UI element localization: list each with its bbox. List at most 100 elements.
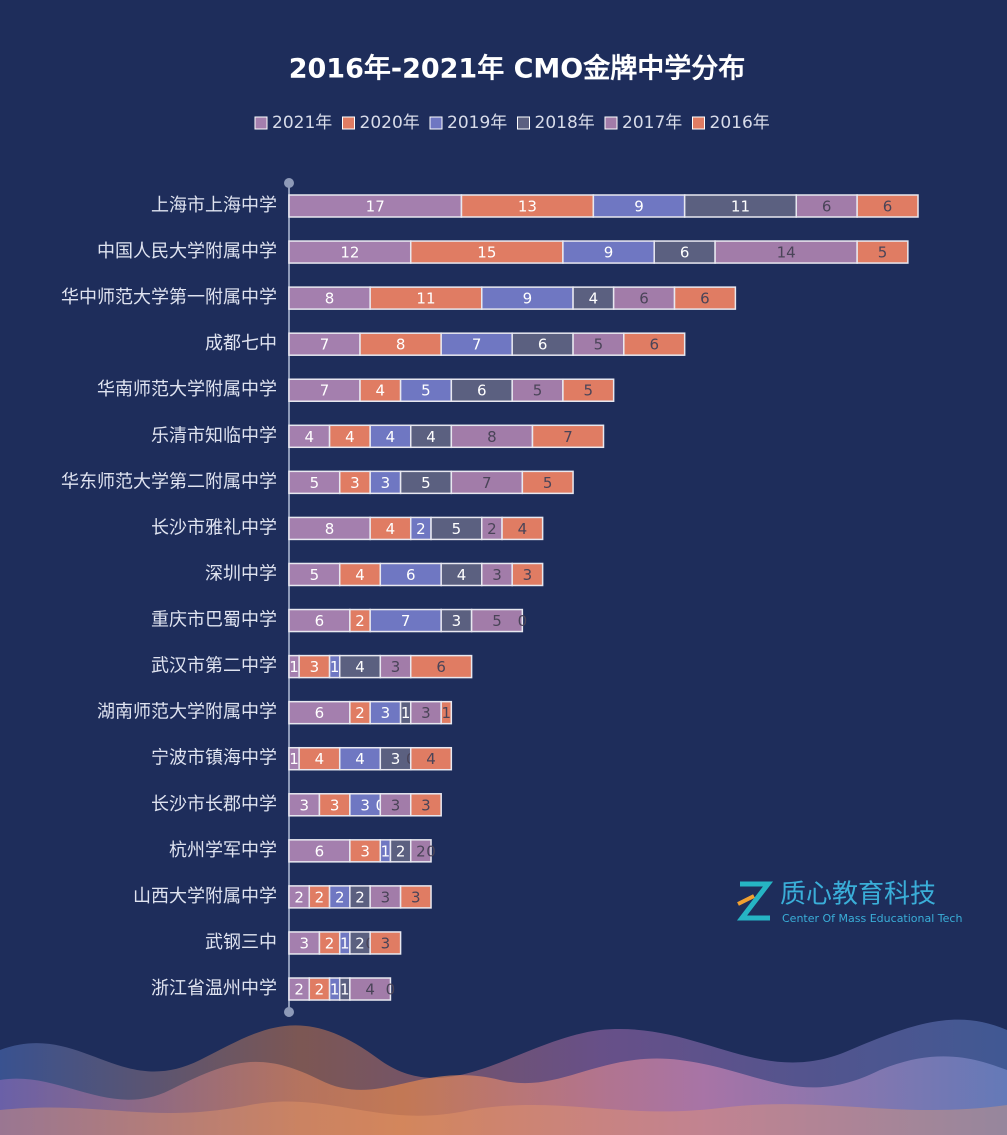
- data-label: 4: [426, 750, 436, 768]
- axis-dot: [284, 178, 294, 188]
- data-label: 8: [396, 336, 406, 354]
- y-tick-label: 山西大学附属中学: [133, 886, 277, 907]
- data-label: 4: [376, 382, 386, 400]
- data-label: 1: [289, 658, 299, 676]
- bar-segment: [409, 746, 453, 771]
- data-label: 5: [543, 474, 553, 492]
- data-label: 1: [330, 658, 340, 676]
- data-label: 9: [634, 198, 644, 216]
- data-label: 2: [315, 981, 325, 999]
- data-label: 6: [436, 658, 446, 676]
- bar-segment: [501, 516, 544, 541]
- data-label: 3: [523, 566, 533, 584]
- data-label: 4: [386, 520, 396, 538]
- data-label: 4: [426, 428, 436, 446]
- axis-dot: [284, 1007, 294, 1017]
- bar-segment: [409, 654, 473, 679]
- data-label: 9: [604, 244, 614, 262]
- bar-segment: [511, 562, 544, 587]
- data-label: 1: [289, 750, 299, 768]
- data-label: 4: [355, 566, 365, 584]
- data-label: 0: [518, 612, 528, 630]
- data-label: 3: [391, 796, 401, 814]
- data-label: 3: [452, 612, 462, 630]
- data-label: 3: [381, 888, 391, 906]
- legend-swatch: [254, 116, 268, 130]
- bar-segment: [856, 194, 919, 218]
- data-label: 2: [355, 704, 365, 722]
- bar-segment: [409, 839, 432, 863]
- data-label: 3: [492, 566, 502, 584]
- data-label: 12: [340, 244, 359, 262]
- data-label: 6: [680, 244, 690, 262]
- data-label: 11: [416, 290, 435, 308]
- data-label: 13: [518, 198, 537, 216]
- data-label: 8: [487, 428, 497, 446]
- data-label: 1: [441, 704, 451, 722]
- bar-segment: [470, 608, 524, 633]
- legend-swatch: [429, 116, 443, 130]
- legend-label: 2019年: [447, 113, 507, 133]
- y-tick-label: 华东师范大学第二附属中学: [61, 471, 277, 492]
- data-label: 7: [320, 336, 330, 354]
- y-tick-label: 深圳中学: [205, 563, 277, 584]
- data-label: 4: [457, 566, 467, 584]
- wave: [0, 1056, 1007, 1135]
- bar-segment: [349, 977, 392, 1001]
- y-tick-label: 浙江省温州中学: [151, 978, 277, 999]
- data-label: 2: [355, 888, 365, 906]
- data-label: 5: [492, 612, 502, 630]
- data-label: 11: [731, 198, 750, 216]
- data-label: 4: [365, 981, 375, 999]
- data-label: 2: [315, 888, 325, 906]
- data-label: 3: [381, 934, 391, 952]
- data-label: 7: [472, 336, 482, 354]
- data-label: 3: [299, 934, 309, 952]
- data-label: 2: [396, 842, 406, 860]
- data-label: 6: [822, 198, 832, 216]
- data-label: 4: [518, 520, 528, 538]
- data-label: 1: [340, 934, 350, 952]
- legend-swatch: [517, 116, 530, 130]
- legend-label: 2017年: [622, 113, 682, 133]
- data-label: 3: [310, 658, 320, 676]
- bar-segment: [531, 424, 605, 449]
- y-tick-label: 杭州学军中学: [169, 840, 277, 861]
- legend-label: 2016年: [710, 113, 770, 133]
- legend-label: 2021年: [272, 113, 332, 133]
- data-label: 3: [391, 658, 401, 676]
- data-label: 9: [523, 290, 533, 308]
- data-label: 2: [294, 888, 304, 906]
- data-label: 2: [416, 520, 426, 538]
- data-label: 0: [386, 981, 396, 999]
- y-tick-label: 华南师范大学附属中学: [97, 379, 277, 400]
- data-label: 7: [563, 428, 573, 446]
- data-label: 4: [386, 428, 396, 446]
- logo-icon: [737, 894, 755, 906]
- data-label: 3: [360, 842, 370, 860]
- data-label: 4: [345, 428, 355, 446]
- data-label: 3: [350, 474, 360, 492]
- data-label: 3: [330, 796, 340, 814]
- data-label: 6: [639, 290, 649, 308]
- data-label: 14: [777, 244, 796, 262]
- legend-swatch: [342, 116, 355, 130]
- y-tick-label: 成都七中: [205, 333, 277, 354]
- logo-icon: [736, 881, 774, 921]
- bar-segment: [399, 885, 432, 909]
- data-label: 5: [584, 382, 594, 400]
- y-tick-label: 长沙市雅礼中学: [151, 517, 277, 538]
- data-label: 1: [381, 842, 391, 860]
- data-label: 3: [299, 796, 309, 814]
- data-label: 3: [381, 474, 391, 492]
- y-tick-label: 上海市上海中学: [151, 195, 277, 216]
- data-label: 5: [421, 474, 431, 492]
- data-label: 6: [700, 290, 710, 308]
- data-label: 1: [340, 981, 350, 999]
- data-label: 2: [487, 520, 497, 538]
- data-label: 5: [452, 520, 462, 538]
- data-label: 2: [335, 888, 345, 906]
- chart-title: 2016年-2021年 CMO金牌中学分布: [289, 53, 746, 85]
- y-tick-label: 重庆市巴蜀中学: [151, 610, 277, 631]
